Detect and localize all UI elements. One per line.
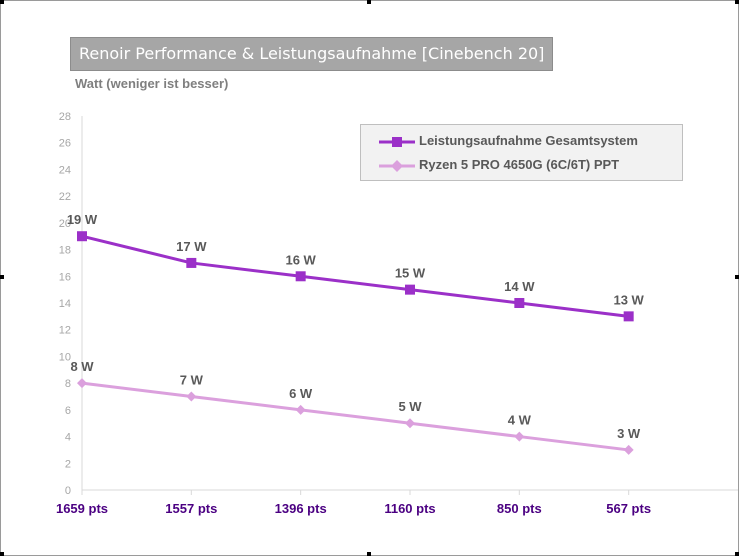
y-tick-label: 18 [59, 245, 71, 257]
data-point-marker [623, 444, 634, 455]
legend-label-series-2: Ryzen 5 PRO 4650G (6C/6T) PPT [419, 157, 620, 172]
data-label: 4 W [508, 413, 532, 428]
legend-item-series-1: Leistungsaufnahme Gesamtsystem [361, 132, 682, 152]
x-tick-label: 1160 pts [384, 501, 435, 516]
y-tick-label: 22 [59, 191, 71, 203]
data-point-marker [77, 231, 87, 242]
data-label: 8 W [70, 359, 94, 374]
x-tick-label: 1396 pts [275, 501, 327, 516]
data-label: 17 W [176, 239, 207, 254]
y-tick-label: 16 [59, 271, 71, 283]
resize-handle-top-center[interactable] [367, 0, 371, 4]
legend-label-series-1: Leistungsaufnahme Gesamtsystem [419, 133, 638, 148]
y-tick-label: 24 [59, 164, 71, 176]
data-label: 19 W [67, 212, 98, 227]
series-line-1 [81, 234, 629, 318]
y-tick-label: 8 [65, 378, 71, 390]
series-line-2 [81, 381, 629, 452]
x-tick-label: 567 pts [606, 501, 651, 516]
y-tick-label: 20 [59, 218, 71, 230]
data-point-marker [77, 378, 87, 389]
resize-handle-top-right[interactable] [735, 0, 739, 4]
resize-handle-bottom-right[interactable] [735, 552, 739, 556]
resize-handle-bottom-center[interactable] [367, 552, 371, 556]
x-tick-label: 1557 pts [165, 501, 217, 516]
data-label: 15 W [395, 266, 426, 281]
y-tick-label: 6 [65, 405, 71, 417]
data-label: 6 W [289, 386, 313, 401]
data-label: 13 W [613, 292, 644, 307]
data-point-marker [186, 257, 197, 268]
x-tick-label: 1659 pts [56, 501, 108, 516]
legend-diamond-marker-icon [379, 160, 415, 172]
resize-handle-middle-right[interactable] [735, 275, 739, 279]
data-label: 5 W [398, 399, 422, 414]
data-point-marker [623, 311, 634, 322]
data-label: 14 W [504, 279, 535, 294]
data-point-marker [514, 298, 525, 308]
data-label: 16 W [285, 252, 316, 267]
data-label: 3 W [617, 426, 641, 441]
y-tick-label: 2 [65, 458, 71, 470]
y-tick-label: 12 [59, 325, 71, 337]
resize-handle-bottom-left[interactable] [0, 552, 4, 556]
data-point-marker [514, 431, 525, 442]
x-tick-label: 850 pts [497, 501, 542, 516]
data-point-marker [405, 284, 415, 295]
resize-handle-middle-left[interactable] [0, 275, 4, 279]
chart-title: Renoir Performance & Leistungsaufnahme [… [70, 37, 554, 71]
y-tick-label: 26 [59, 138, 71, 150]
data-point-marker [405, 418, 415, 429]
data-point-marker [295, 271, 306, 282]
y-tick-label: 0 [65, 485, 71, 497]
y-tick-label: 10 [59, 351, 71, 363]
y-tick-label: 28 [59, 111, 71, 123]
y-tick-label: 4 [65, 432, 71, 444]
y-tick-label: 14 [59, 298, 71, 310]
y-axis-title: Watt (weniger ist besser) [75, 76, 229, 91]
chart-legend: Leistungsaufnahme Gesamtsystem Ryzen 5 P… [360, 124, 683, 181]
data-label: 7 W [180, 373, 204, 388]
resize-handle-top-left[interactable] [0, 0, 4, 4]
data-point-marker [186, 391, 197, 402]
legend-item-series-2: Ryzen 5 PRO 4650G (6C/6T) PPT [361, 156, 682, 176]
legend-square-marker-icon [379, 137, 415, 147]
data-point-marker [295, 404, 306, 415]
